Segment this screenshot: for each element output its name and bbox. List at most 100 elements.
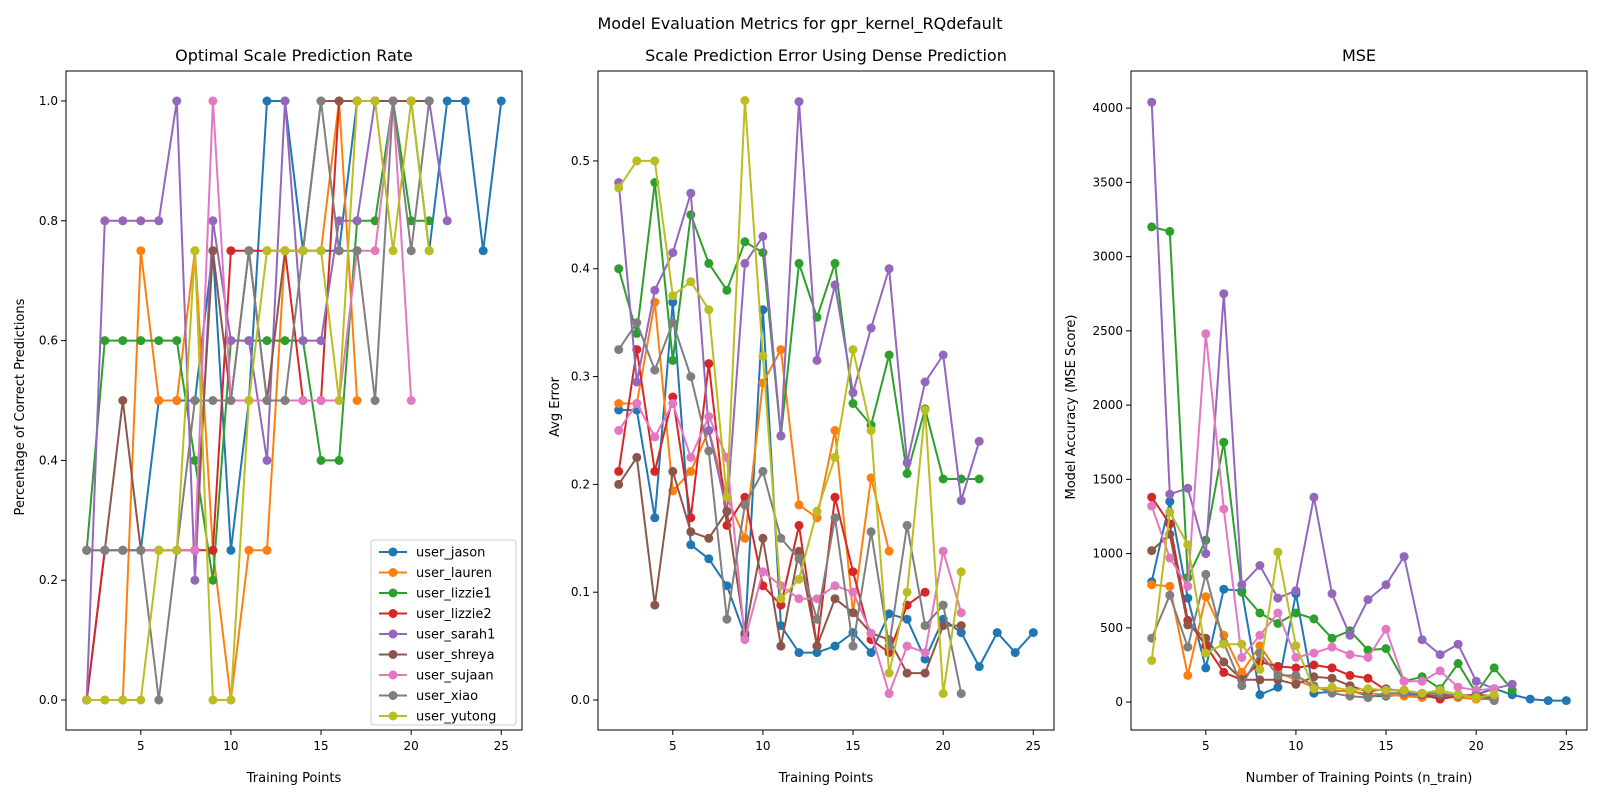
data-point bbox=[1399, 676, 1409, 686]
x-tick-label: 15 bbox=[845, 739, 860, 753]
data-point bbox=[794, 594, 804, 604]
data-point bbox=[1165, 226, 1175, 236]
data-point bbox=[226, 545, 236, 555]
data-point bbox=[460, 96, 470, 106]
data-point bbox=[902, 668, 912, 678]
data-point bbox=[902, 469, 912, 479]
data-point bbox=[614, 183, 624, 193]
data-point bbox=[794, 554, 804, 564]
y-tick-label: 2000 bbox=[1092, 398, 1123, 412]
data-point bbox=[830, 452, 840, 462]
data-point bbox=[1219, 437, 1229, 447]
data-point bbox=[884, 689, 894, 699]
data-point bbox=[758, 533, 768, 543]
data-point bbox=[632, 399, 642, 408]
data-point bbox=[1183, 581, 1193, 591]
series-user_lizzie1 bbox=[82, 96, 434, 585]
data-point bbox=[956, 621, 966, 631]
x-tick-label: 15 bbox=[1378, 739, 1393, 753]
data-point bbox=[154, 216, 164, 226]
y-tick-label: 1.0 bbox=[39, 94, 58, 108]
data-point bbox=[866, 426, 876, 435]
series-line bbox=[1151, 225, 1513, 695]
data-point bbox=[686, 540, 696, 550]
data-point bbox=[208, 216, 218, 226]
data-point bbox=[370, 246, 380, 256]
y-tick-label: 0 bbox=[1115, 695, 1123, 709]
data-point bbox=[1165, 519, 1175, 529]
data-point bbox=[352, 246, 362, 256]
y-tick-label: 1500 bbox=[1092, 472, 1123, 486]
data-point bbox=[118, 396, 128, 405]
data-point bbox=[1381, 580, 1391, 590]
data-point bbox=[190, 455, 200, 465]
x-tick-label: 10 bbox=[1288, 739, 1303, 753]
data-point bbox=[1381, 685, 1391, 695]
data-point bbox=[1219, 289, 1229, 299]
panel-optimal-scale-prediction-rate: Optimal Scale Prediction Rate Training P… bbox=[13, 46, 523, 786]
legend-item-user_sujaan: user_sujaan bbox=[379, 669, 494, 684]
legend-marker bbox=[388, 691, 398, 700]
data-point bbox=[1345, 685, 1355, 695]
data-point bbox=[1255, 630, 1265, 640]
legend-item-user_jason: user_jason bbox=[379, 546, 485, 561]
data-point bbox=[758, 248, 768, 258]
legend: user_jason user_lauren user_lizzie1 user_li… bbox=[370, 539, 517, 726]
data-point bbox=[650, 466, 660, 476]
data-point bbox=[686, 452, 696, 462]
data-point bbox=[1201, 569, 1211, 579]
data-point bbox=[614, 264, 624, 274]
data-point bbox=[1435, 685, 1445, 695]
y-tick-label: 3500 bbox=[1092, 175, 1123, 189]
data-point bbox=[740, 533, 750, 543]
data-point bbox=[1219, 504, 1229, 514]
data-point bbox=[902, 587, 912, 597]
data-point bbox=[704, 258, 714, 268]
y-axis-label: Model Accuracy (MSE Score) bbox=[1064, 314, 1079, 499]
series-user_yutong bbox=[1147, 507, 1499, 703]
data-point bbox=[1435, 650, 1445, 660]
data-point bbox=[848, 641, 858, 651]
data-point bbox=[1309, 684, 1319, 694]
data-point bbox=[1345, 650, 1355, 660]
legend-marker bbox=[388, 547, 398, 557]
legend-label: user_lauren bbox=[416, 566, 492, 581]
data-point bbox=[1147, 546, 1157, 556]
data-point bbox=[1237, 653, 1247, 662]
data-point bbox=[848, 587, 858, 597]
legend-label: user_yutong bbox=[416, 710, 496, 725]
data-point bbox=[686, 513, 696, 523]
data-point bbox=[316, 336, 326, 346]
data-point bbox=[1237, 639, 1247, 649]
data-point bbox=[1381, 624, 1391, 634]
data-point bbox=[1291, 663, 1301, 673]
data-point bbox=[136, 336, 146, 346]
data-point bbox=[866, 527, 876, 537]
data-point bbox=[956, 496, 966, 506]
data-point bbox=[812, 641, 822, 651]
data-point bbox=[1201, 549, 1211, 559]
data-point bbox=[866, 323, 876, 333]
data-point bbox=[794, 500, 804, 510]
data-point bbox=[758, 466, 768, 476]
data-point bbox=[136, 545, 146, 555]
y-tick-label: 0.6 bbox=[39, 334, 58, 348]
data-point bbox=[938, 474, 948, 484]
data-point bbox=[1453, 682, 1463, 692]
data-point bbox=[334, 96, 344, 106]
data-point bbox=[1255, 675, 1265, 685]
data-point bbox=[614, 405, 624, 415]
data-point bbox=[1489, 690, 1499, 700]
data-point bbox=[1417, 635, 1427, 645]
data-point bbox=[496, 96, 506, 106]
x-tick-label: 5 bbox=[669, 739, 677, 753]
data-point bbox=[758, 567, 768, 577]
data-point bbox=[884, 546, 894, 556]
data-point bbox=[1561, 696, 1571, 706]
data-point bbox=[1363, 684, 1373, 694]
data-point bbox=[406, 396, 416, 405]
data-point bbox=[974, 474, 984, 484]
x-tick-label: 25 bbox=[1559, 739, 1574, 753]
data-point bbox=[1255, 608, 1265, 618]
series-line bbox=[85, 100, 503, 701]
